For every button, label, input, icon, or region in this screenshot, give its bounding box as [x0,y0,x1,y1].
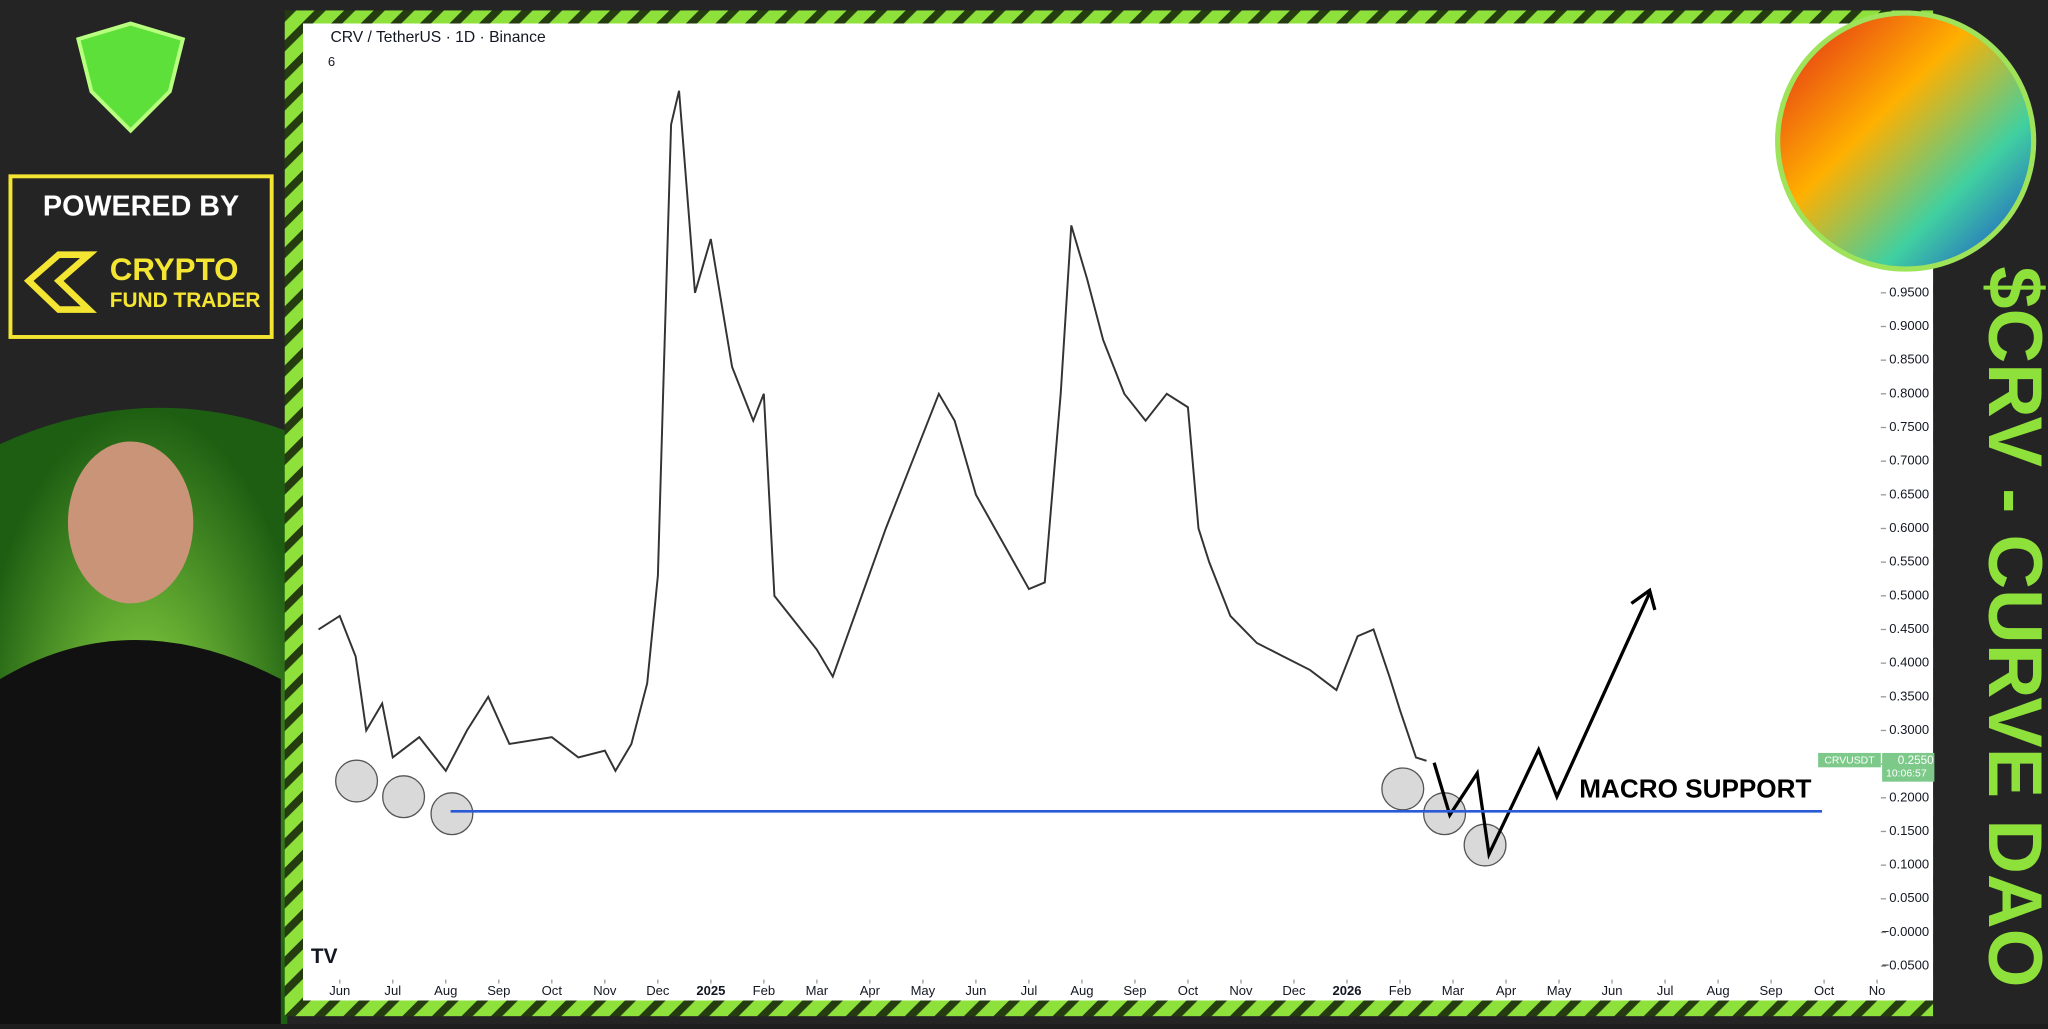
y-tick-label: 0.4000 [1889,655,1929,670]
brand-box [8,174,274,339]
x-tick-label: Oct [1178,983,1199,998]
y-tick-label: 0.9500 [1889,284,1929,299]
x-tick-label: Jun [1602,983,1623,998]
x-tick-label: Jul [1657,983,1674,998]
y-tick-label: 0.8500 [1889,352,1929,367]
y-tick-label: 0.6500 [1889,486,1929,501]
x-tick-label: Mar [1442,983,1465,998]
y-tick-label: 0.9000 [1889,318,1929,333]
support-label: MACRO SUPPORT [1579,773,1811,803]
y-tick-label: −0.0000 [1882,924,1930,939]
countdown: 10:06:57 [1886,769,1927,780]
chart-panel [303,23,1934,1001]
y-tick-label: 0.2000 [1889,789,1929,804]
y-tick-label: −0.0500 [1882,958,1930,973]
y-tick-label: 0.1000 [1889,857,1929,872]
x-tick-label: Apr [1496,983,1517,998]
y-tick-label: 0.8000 [1889,385,1929,400]
last-price: 0.2550 [1898,754,1934,767]
x-tick-label: Jul [384,983,401,998]
x-tick-label: Aug [1706,983,1729,998]
y-tick-label: 0.7500 [1889,419,1929,434]
x-tick-label: No [1869,983,1886,998]
y-tick-label: 0.4500 [1889,621,1929,636]
x-tick-label: 2026 [1332,983,1361,998]
x-tick-label: Dec [1282,983,1306,998]
x-tick-label: Aug [1070,983,1093,998]
x-tick-label: Oct [542,983,563,998]
brand-line1: CRYPTO [110,252,239,287]
x-tick-label: May [1547,983,1572,998]
x-tick-label: Apr [860,983,881,998]
projection-path [1432,592,1652,860]
headline: $CRV - CURVE DAO [1972,266,2048,987]
x-tick-label: Mar [806,983,829,998]
brand-icon [23,251,98,313]
tv-logo: TV [311,945,338,968]
touch-circles [335,759,1507,867]
curve-logo [1775,10,2037,272]
x-tick-label: Sep [487,983,510,998]
x-tick-label: Nov [1229,983,1253,998]
projection-arrow [1630,587,1657,611]
brand-line2: FUND TRADER [110,289,261,312]
person-head [67,441,194,604]
y-tick-label: 0.5000 [1889,587,1929,602]
x-tick-label: Jul [1021,983,1038,998]
x-tick-label: Sep [1759,983,1782,998]
powered-by: POWERED BY [43,190,239,222]
y-tick-label: 0.1500 [1889,823,1929,838]
price-line [318,90,1427,773]
logo-gem [76,21,186,134]
x-tick-label: Aug [434,983,457,998]
x-tick-label: Jun [965,983,986,998]
x-tick-label: Feb [753,983,775,998]
person-body [0,640,281,1024]
x-tick-label: Oct [1814,983,1835,998]
x-tick-label: Sep [1123,983,1146,998]
x-tick-label: Jun [329,983,350,998]
price-box [1882,752,1935,782]
symbol-tag: CRVUSDT [1824,756,1875,767]
x-tick-label: May [911,983,936,998]
y-tick-label: 0.6000 [1889,520,1929,535]
y-tick-label: 0.5500 [1889,554,1929,569]
y-tick-label: 0.7000 [1889,453,1929,468]
x-tick-label: Dec [646,983,670,998]
chart-title: CRV / TetherUS · 1D · Binance [330,29,546,46]
x-tick-label: Nov [593,983,617,998]
indicator-count: 6 [328,54,335,69]
x-tick-label: Feb [1389,983,1411,998]
price-tag-bg [1818,752,1881,768]
y-tick-label: 0.0500 [1889,890,1929,905]
x-tick-label: 2025 [696,983,725,998]
y-tick-label: 0.3500 [1889,688,1929,703]
y-tick-label: 0.3000 [1889,722,1929,737]
